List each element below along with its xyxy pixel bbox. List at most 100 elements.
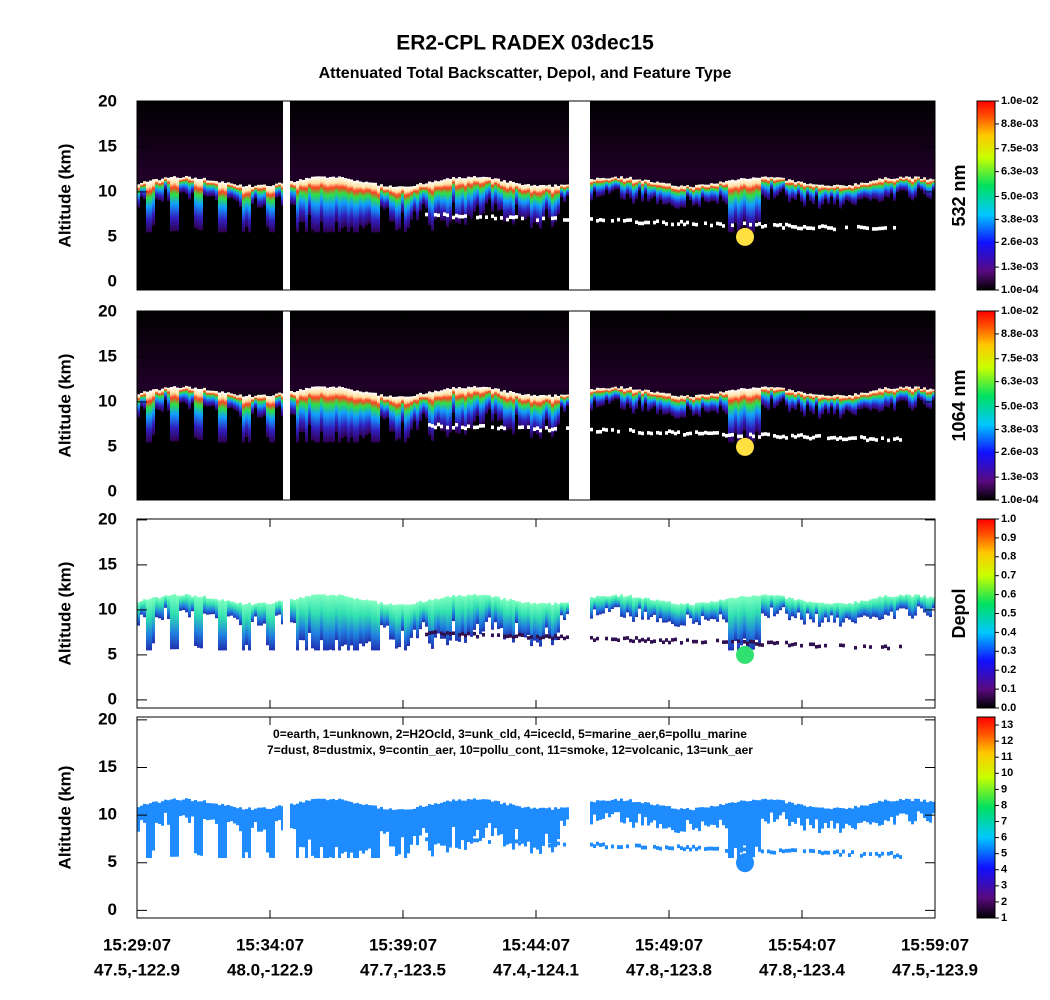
curtain-column — [431, 804, 434, 857]
curtain-column — [545, 395, 548, 420]
curtain-layer — [719, 222, 722, 226]
curtain-layer — [899, 644, 902, 649]
curtain-column — [407, 809, 410, 854]
curtain-column — [230, 601, 233, 616]
curtain-column — [275, 806, 278, 822]
curtain-layer — [557, 636, 560, 641]
curtain-column — [185, 593, 188, 613]
curtain-layer — [887, 646, 890, 651]
curtain-column — [761, 594, 764, 614]
curtain-layer — [491, 633, 494, 638]
curtain-layer — [761, 432, 764, 437]
curtain-layer — [758, 222, 761, 226]
curtain-column — [398, 809, 401, 855]
curtain-column — [446, 178, 449, 228]
y-axis-label: Altitude (km) — [55, 144, 74, 248]
curtain-column — [551, 186, 554, 228]
curtain-column — [272, 185, 275, 233]
curtain-column — [800, 599, 803, 620]
curtain-column — [461, 800, 464, 841]
curtain-layer — [701, 431, 704, 436]
curtain-column — [221, 803, 224, 858]
x-tick-label: 47.5,-122.9 — [94, 960, 180, 979]
y-tick-label: 0 — [108, 271, 117, 290]
curtain-column — [152, 179, 155, 226]
curtain-column — [899, 176, 902, 191]
curtain-layer — [794, 848, 797, 853]
y-tick-label: 10 — [98, 599, 117, 618]
curtain-column — [224, 392, 227, 443]
curtain-layer — [731, 223, 734, 228]
curtain-column — [362, 804, 365, 854]
curtain-column — [536, 185, 539, 225]
curtain-column — [278, 182, 281, 197]
curtain-layer — [551, 427, 554, 432]
curtain-column — [773, 177, 776, 199]
curtain-column — [416, 184, 419, 221]
curtain-layer — [626, 844, 629, 849]
y-tick-label: 5 — [108, 644, 117, 663]
curtain-layer — [638, 639, 641, 643]
curtain-layer — [812, 226, 815, 231]
curtain-column — [296, 599, 299, 651]
curtain-column — [554, 184, 557, 223]
curtain-layer — [737, 848, 740, 853]
curtain-column — [545, 603, 548, 628]
curtain-column — [908, 386, 911, 408]
curtain-column — [458, 386, 461, 434]
curtain-column — [320, 386, 323, 433]
curtain-layer — [869, 437, 872, 441]
curtain-column — [554, 602, 557, 641]
curtain-column — [893, 596, 896, 619]
curtain-column — [377, 185, 380, 233]
curtain-layer — [515, 634, 518, 639]
curtain-column — [425, 183, 428, 209]
curtain-layer — [845, 225, 848, 230]
curtain-column — [692, 397, 695, 416]
curtain-column — [668, 183, 671, 204]
curtain-layer — [506, 839, 509, 844]
curtain-column — [812, 184, 815, 205]
curtain-column — [839, 603, 842, 627]
x-tick-label: 15:59:07 — [901, 935, 969, 954]
curtain-column — [761, 176, 764, 196]
curtain-column — [650, 391, 653, 409]
chart-title: ER2-CPL RADEX 03dec15 — [396, 32, 654, 55]
curtain-column — [674, 185, 677, 209]
curtain-layer — [503, 426, 506, 431]
curtain-column — [755, 800, 758, 847]
curtain-layer — [893, 437, 896, 441]
curtain-column — [137, 184, 140, 208]
curtain-column — [566, 184, 569, 197]
curtain-column — [320, 594, 323, 641]
curtain-column — [428, 391, 431, 436]
curtain-column — [455, 388, 458, 433]
curtain-layer — [590, 427, 593, 432]
curtain-column — [764, 798, 767, 822]
curtain-layer — [695, 430, 698, 434]
curtain-column — [701, 602, 704, 616]
curtain-column — [557, 603, 560, 633]
curtain-layer — [806, 226, 809, 230]
curtain-column — [833, 807, 836, 829]
curtain-column — [839, 807, 842, 833]
curtain-layer — [896, 853, 899, 858]
curtain-column — [788, 801, 791, 827]
curtain-column — [389, 808, 392, 847]
curtain-column — [494, 388, 497, 415]
curtain-column — [806, 806, 809, 819]
curtain-column — [449, 178, 452, 223]
curtain-layer — [593, 638, 596, 643]
curtain-column — [419, 182, 422, 212]
curtain-column — [737, 801, 740, 858]
curtain-column — [488, 595, 491, 618]
curtain-column — [347, 178, 350, 233]
y-tick-label: 0 — [108, 900, 117, 919]
curtain-layer — [794, 435, 797, 439]
curtain-column — [719, 391, 722, 407]
curtain-column — [803, 392, 806, 417]
curtain-layer — [875, 851, 878, 856]
curtain-column — [590, 389, 593, 411]
curtain-column — [380, 184, 383, 208]
curtain-column — [158, 802, 161, 825]
